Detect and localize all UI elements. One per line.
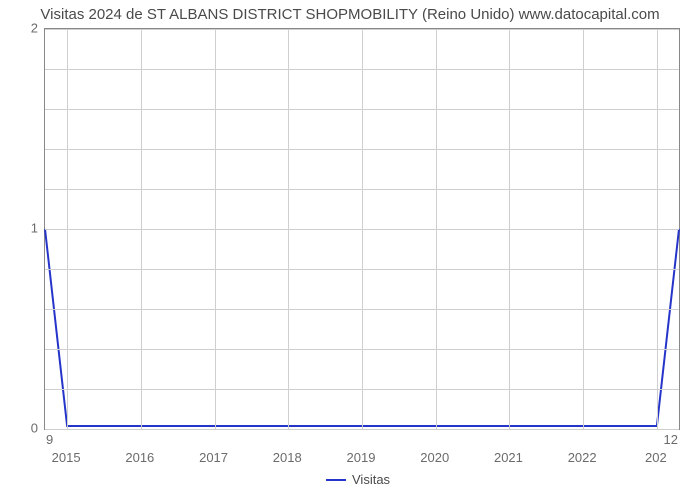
x-tick-label: 2015 xyxy=(52,450,81,465)
gridline-vertical xyxy=(436,29,437,429)
gridline-vertical xyxy=(362,29,363,429)
y-tick-label: 0 xyxy=(20,421,38,436)
x-tick-label: 2021 xyxy=(494,450,523,465)
chart-title: Visitas 2024 de ST ALBANS DISTRICT SHOPM… xyxy=(0,6,700,23)
gridline-vertical xyxy=(215,29,216,429)
legend-label: Visitas xyxy=(352,472,390,487)
x-tick-label: 2020 xyxy=(420,450,449,465)
gridline-vertical xyxy=(657,29,658,429)
x-tick-label: 2019 xyxy=(347,450,376,465)
edge-label-left: 9 xyxy=(46,432,53,447)
gridline-vertical xyxy=(583,29,584,429)
legend-line-icon xyxy=(326,479,346,481)
x-tick-label: 2017 xyxy=(199,450,228,465)
y-tick-label: 2 xyxy=(20,21,38,36)
x-tick-label: 202 xyxy=(645,450,667,465)
x-tick-label: 2018 xyxy=(273,450,302,465)
plot-area xyxy=(44,28,680,430)
gridline-vertical xyxy=(67,29,68,429)
legend: Visitas xyxy=(326,472,390,487)
gridline-vertical xyxy=(141,29,142,429)
x-tick-label: 2016 xyxy=(125,450,154,465)
x-tick-label: 2022 xyxy=(568,450,597,465)
gridline-vertical xyxy=(509,29,510,429)
gridline-vertical xyxy=(288,29,289,429)
gridline-horizontal xyxy=(45,429,679,430)
edge-label-right: 12 xyxy=(664,432,678,447)
y-tick-label: 1 xyxy=(20,221,38,236)
chart-container: Visitas 2024 de ST ALBANS DISTRICT SHOPM… xyxy=(0,0,700,500)
